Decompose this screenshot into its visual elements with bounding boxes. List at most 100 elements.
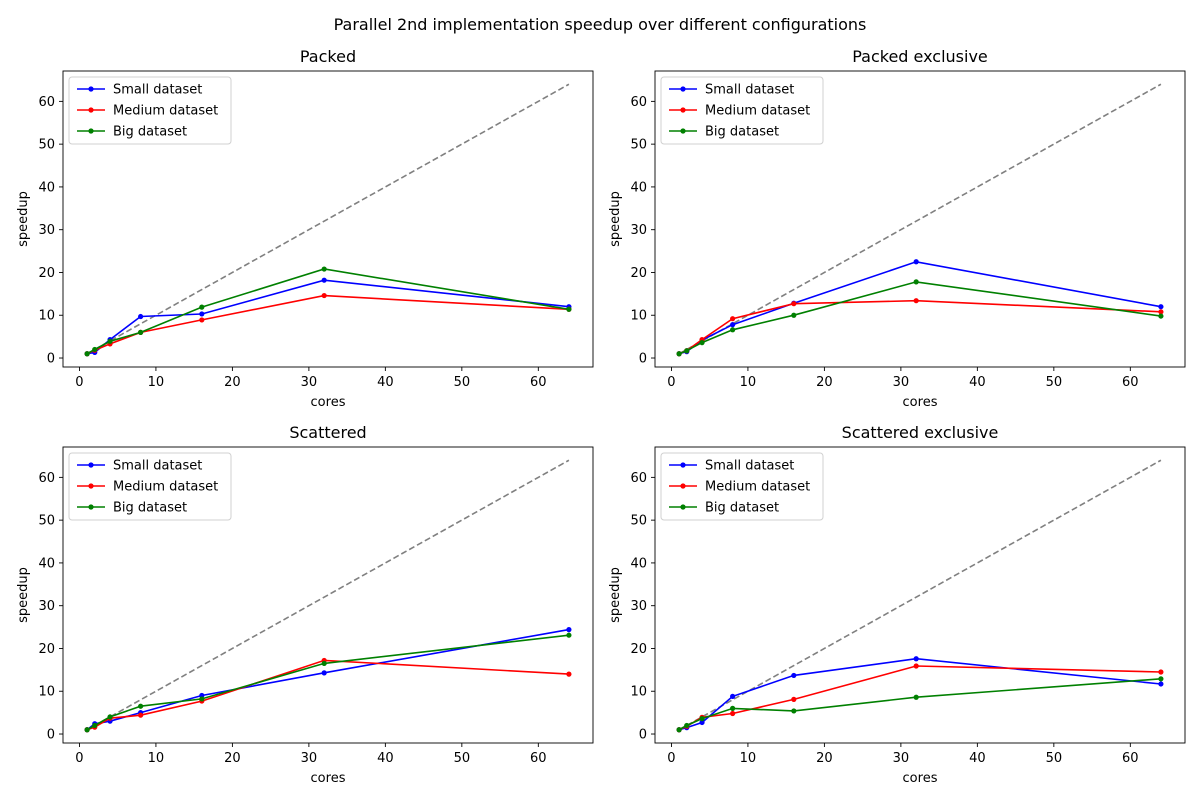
ideal-speedup-line [678,459,1162,731]
legend-swatch-marker [680,107,686,113]
data-point [92,346,98,353]
data-point [566,671,572,677]
y-tick-label: 60 [38,471,55,486]
x-tick-label: 10 [740,375,757,390]
legend: Small dataset Medium dataset Big dataset [68,452,232,521]
data-point [321,660,327,667]
data-point [1158,313,1164,319]
y-tick-label: 50 [38,514,55,529]
y-tick-label: 0 [47,728,55,743]
data-point [321,266,327,272]
ideal-speedup-line [86,83,570,355]
data-point [138,313,144,320]
legend-swatch-marker [88,107,94,113]
legend-label: Small dataset [705,459,794,474]
data-point [566,627,572,633]
x-tick-label: 50 [454,375,471,390]
series-3 [84,632,572,733]
y-tick-label: 30 [38,223,55,238]
data-point [1158,669,1164,675]
axes-frame [62,446,594,744]
x-axis-label: cores [903,395,938,410]
legend-label: Small dataset [113,83,202,98]
series-1 [676,656,1164,733]
x-tick-label: 10 [740,751,757,766]
x-tick-label: 60 [1122,751,1139,766]
subplot-1: Packed 0 10 20 30 40 50 60 0 10 20 30 40 50 60 cores spe… [16,47,594,410]
data-point [199,304,205,310]
data-point [699,340,705,346]
x-tick-label: 30 [301,751,318,766]
x-tick-label: 40 [969,375,986,390]
series-2 [84,657,572,733]
data-point [676,727,682,733]
data-point [566,306,572,312]
legend-swatch-marker [88,483,94,489]
y-tick-label: 10 [38,685,55,700]
legend-box [660,452,824,521]
x-tick-label: 60 [530,375,547,390]
data-point [138,329,144,335]
x-tick-label: 0 [667,375,675,390]
y-tick-label: 60 [630,95,647,110]
series-line [86,659,569,731]
data-point [1158,309,1164,315]
legend: Small dataset Medium dataset Big dataset [68,76,232,145]
data-point [791,672,797,679]
ideal-speedup-line [86,459,570,731]
y-tick-label: 60 [630,471,647,486]
data-point [791,696,797,702]
figure-title: Parallel 2nd implementation speedup over… [334,15,867,34]
y-tick-label: 30 [630,599,647,614]
x-tick-label: 20 [224,375,241,390]
y-tick-label: 40 [38,556,55,571]
x-tick-label: 40 [377,375,394,390]
legend-label: Big dataset [705,125,779,140]
y-tick-label: 10 [38,309,55,324]
y-tick-label: 30 [38,599,55,614]
data-point [84,727,90,733]
legend-label: Big dataset [113,125,187,140]
series-3 [676,279,1164,357]
x-tick-label: 40 [377,751,394,766]
legend-box [68,76,232,145]
legend-label: Medium dataset [705,480,810,495]
data-point [730,693,736,699]
x-tick-label: 0 [75,375,83,390]
y-axis-label: speedup [608,567,623,623]
legend-label: Small dataset [113,459,202,474]
legend-label: Big dataset [705,501,779,516]
data-point [676,351,682,357]
x-tick-label: 10 [148,751,165,766]
data-point [791,301,797,307]
x-tick-label: 20 [224,751,241,766]
data-point [730,322,736,328]
data-point [138,712,144,718]
x-tick-label: 0 [667,751,675,766]
subplot-title: Packed exclusive [852,47,988,66]
legend-swatch-marker [88,128,94,134]
x-tick-label: 50 [454,751,471,766]
data-point [730,316,736,322]
legend-swatch-marker [88,504,94,510]
series-line [86,628,570,731]
subplot-title: Packed [300,47,356,66]
legend-box [660,76,824,145]
y-tick-label: 20 [630,642,647,657]
x-tick-label: 0 [75,751,83,766]
data-point [84,351,90,357]
legend-label: Medium dataset [113,104,218,119]
legend: Small dataset Medium dataset Big dataset [660,452,824,521]
legend-swatch-marker [88,86,94,92]
data-point [730,705,736,711]
series-line [86,279,569,355]
y-axis-label: speedup [16,191,31,247]
data-point [199,317,205,323]
y-tick-label: 0 [47,352,55,367]
legend-swatch-marker [680,504,686,510]
series-2 [676,663,1164,733]
x-tick-label: 40 [969,751,986,766]
data-point [1158,304,1164,310]
x-tick-label: 60 [1122,375,1139,390]
